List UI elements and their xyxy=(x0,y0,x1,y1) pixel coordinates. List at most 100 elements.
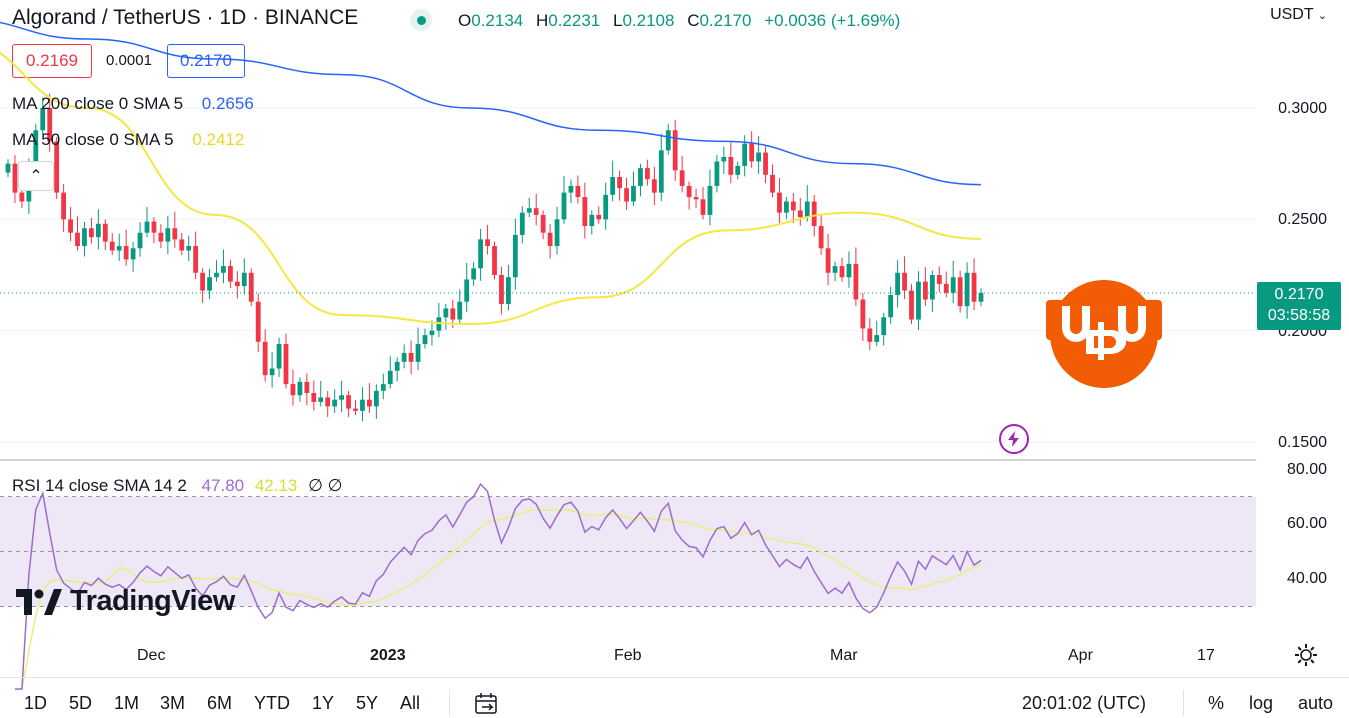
candle-body xyxy=(700,199,706,215)
range-button-3m[interactable]: 3M xyxy=(160,693,186,713)
candle-body xyxy=(380,384,386,391)
date-range-calendar-icon[interactable] xyxy=(474,692,500,716)
candle-body xyxy=(318,397,324,402)
currency-selector[interactable]: USDT ⌄ xyxy=(1270,6,1327,23)
candle-body xyxy=(665,130,671,151)
rsi-legend[interactable]: RSI 14 close SMA 14 2 47.80 42.13 ∅ ∅ xyxy=(12,476,343,495)
candle-body xyxy=(971,272,977,302)
symbol-title[interactable]: Algorand / TetherUS · 1D · BINANCE xyxy=(12,6,358,30)
candle-body xyxy=(485,239,490,247)
candle-body xyxy=(645,168,650,180)
candle-body xyxy=(492,246,497,275)
range-button-ytd[interactable]: YTD xyxy=(254,693,290,713)
candle-body xyxy=(422,335,428,345)
candle-body xyxy=(867,328,873,342)
collapse-legend-button[interactable]: ⌃ xyxy=(18,161,54,191)
candle-body xyxy=(839,266,845,278)
ma50-line xyxy=(0,51,982,325)
auto-scale-toggle[interactable]: auto xyxy=(1298,693,1334,713)
candle-body xyxy=(693,197,699,200)
candle-body xyxy=(387,370,393,385)
range-button-6m[interactable]: 6M xyxy=(207,693,233,713)
candle-body xyxy=(325,397,331,407)
time-tick: Feb xyxy=(614,647,642,664)
log-scale-toggle[interactable]: log xyxy=(1249,693,1274,713)
candle-body xyxy=(763,152,768,175)
market-open-indicator-icon xyxy=(410,9,432,31)
candle-body xyxy=(234,281,240,287)
candle-body xyxy=(47,108,53,142)
candle-body xyxy=(603,194,609,220)
candle-body xyxy=(589,214,595,227)
candle-body xyxy=(923,281,928,300)
coin-logo-icon xyxy=(1046,280,1162,388)
rsi-tick: 80.00 xyxy=(1286,461,1327,478)
candle-body xyxy=(874,335,880,342)
candle-body xyxy=(797,210,803,218)
range-button-all[interactable]: All xyxy=(400,693,421,713)
range-button-1d[interactable]: 1D xyxy=(24,693,48,713)
candle-body xyxy=(526,208,532,213)
candle-body xyxy=(123,246,129,260)
candle-body xyxy=(519,212,525,235)
settings-gear-icon[interactable] xyxy=(1294,643,1318,672)
candle-body xyxy=(943,283,949,293)
candle-body xyxy=(186,246,192,251)
candle-body xyxy=(144,221,150,233)
percent-scale-toggle[interactable]: % xyxy=(1208,693,1225,713)
candle-body xyxy=(40,108,46,131)
candle-body xyxy=(75,232,80,247)
candle-body xyxy=(582,197,588,227)
candle-body xyxy=(311,393,317,402)
candle-body xyxy=(825,248,831,273)
candle-body xyxy=(679,170,685,186)
last-price-tag: 0.2170 03:58:58 xyxy=(1257,282,1341,330)
candle-body xyxy=(304,381,310,394)
range-button-1m[interactable]: 1M xyxy=(114,693,140,713)
candle-body xyxy=(373,390,379,407)
candle-body xyxy=(707,185,713,215)
range-button-5d[interactable]: 5D xyxy=(69,693,93,713)
ma200-legend[interactable]: MA 200 close 0 SMA 5 0.2656 xyxy=(12,94,254,113)
candle-body xyxy=(255,301,261,342)
ma50-legend[interactable]: MA 50 close 0 SMA 5 0.2412 xyxy=(12,130,245,149)
candle-body xyxy=(269,368,275,376)
range-button-1y[interactable]: 1Y xyxy=(312,693,335,713)
candle-body xyxy=(207,277,212,291)
candle-body xyxy=(19,192,25,202)
candle-body xyxy=(394,361,400,371)
candle-body xyxy=(929,275,935,300)
lightning-icon[interactable] xyxy=(999,424,1029,454)
range-button-5y[interactable]: 5Y xyxy=(356,693,379,713)
ohlc-readout: O0.2134 H0.2231 L0.2108 C0.2170 +0.0036 … xyxy=(458,11,901,30)
toolbar-separator xyxy=(449,690,450,716)
candle-body xyxy=(749,143,755,162)
candle-body xyxy=(860,299,866,329)
candle-body xyxy=(561,192,567,220)
candle-body xyxy=(443,308,449,318)
chevron-down-icon: ⌄ xyxy=(1317,10,1327,22)
candle-body xyxy=(714,161,720,186)
rsi-guides xyxy=(0,496,1256,607)
candle-body xyxy=(346,395,351,409)
candle-body xyxy=(221,266,226,273)
candle-body xyxy=(964,272,970,307)
candle-body xyxy=(770,174,775,193)
tradingview-logo-icon xyxy=(16,588,62,615)
candle-body xyxy=(415,344,421,362)
utc-clock[interactable]: 20:01:02 (UTC) xyxy=(1022,693,1147,713)
spread-value: 0.0001 xyxy=(98,44,160,76)
candle-body xyxy=(853,263,859,300)
candle-body xyxy=(436,317,442,331)
candle-body xyxy=(54,141,60,193)
candle-body xyxy=(193,246,199,273)
candle-body xyxy=(512,234,518,278)
candle-body xyxy=(832,266,838,273)
candle-body xyxy=(457,301,463,320)
candle-body xyxy=(638,168,643,186)
sell-price-button[interactable]: 0.2169 xyxy=(12,44,92,78)
buy-price-button[interactable]: 0.2170 xyxy=(167,44,245,78)
candle-body xyxy=(367,399,372,407)
candle-body xyxy=(478,239,483,269)
candle-body xyxy=(116,246,122,251)
